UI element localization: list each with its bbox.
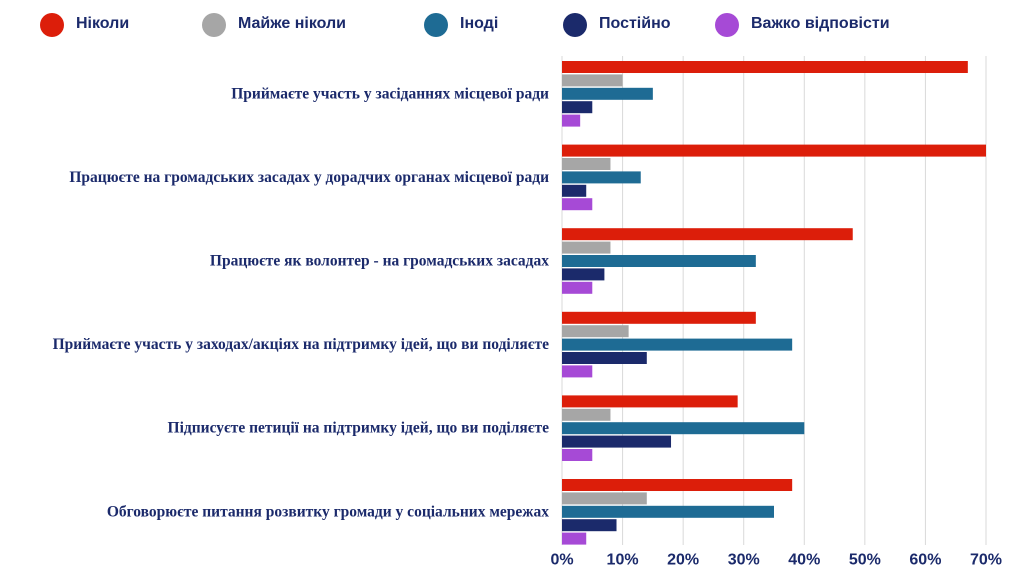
legend-swatch-hard-to-say <box>715 13 739 37</box>
legend-swatch-almost-never <box>202 13 226 37</box>
legend-label-always: Постійно <box>599 15 671 32</box>
bar-0-2 <box>562 87 653 100</box>
bar-3-3 <box>562 352 647 364</box>
x-tick-label-0: 0% <box>550 552 573 569</box>
bar-1-3 <box>562 184 587 197</box>
x-tick-label-2: 20% <box>667 552 699 569</box>
bar-3-4 <box>562 365 593 378</box>
bar-0-0 <box>562 61 968 73</box>
bar-2-4 <box>562 281 593 294</box>
x-tick-label-4: 40% <box>788 552 820 569</box>
bar-5-2 <box>562 505 774 518</box>
bar-2-2 <box>562 255 756 267</box>
bar-3-2 <box>562 338 793 351</box>
legend-label-almost-never: Майже ніколи <box>238 15 347 32</box>
legend-label-never: Ніколи <box>76 15 130 32</box>
x-tick-label-3: 30% <box>728 552 760 569</box>
bar-4-0 <box>562 395 738 408</box>
legend-swatch-never <box>40 13 64 37</box>
legend-label-sometimes: Іноді <box>460 15 499 32</box>
bar-5-3 <box>562 519 617 532</box>
bar-0-4 <box>562 114 581 127</box>
bar-5-4 <box>562 532 587 545</box>
bar-4-1 <box>562 408 611 421</box>
bar-5-1 <box>562 492 647 505</box>
bar-1-2 <box>562 171 641 184</box>
bar-2-1 <box>562 241 611 254</box>
category-label-1: Працюєте на громадських засадах у дорадч… <box>69 169 549 186</box>
category-label-2: Працюєте як волонтер - на громадських за… <box>210 253 549 270</box>
bar-3-0 <box>562 311 756 324</box>
category-label-3: Приймаєте участь у заходах/акціях на під… <box>53 336 550 353</box>
bar-1-1 <box>562 158 611 170</box>
category-label-4: Підписуєте петиції на підтримку ідей, що… <box>168 420 550 437</box>
bar-2-0 <box>562 228 853 241</box>
legend-swatch-always <box>563 13 587 37</box>
bar-1-0 <box>562 144 986 157</box>
category-label-0: Приймаєте участь у засіданнях місцевої р… <box>231 85 549 102</box>
x-tick-label-1: 10% <box>607 552 639 569</box>
x-tick-label-6: 60% <box>909 552 941 569</box>
bar-0-3 <box>562 101 593 114</box>
bar-4-4 <box>562 449 593 461</box>
bar-3-1 <box>562 325 629 338</box>
bar-4-3 <box>562 435 672 448</box>
bar-5-0 <box>562 479 793 491</box>
legend-label-hard-to-say: Важко відповісти <box>751 15 890 32</box>
bar-2-3 <box>562 268 605 281</box>
chart-legend: Ніколи Майже ніколи Іноді Постійно Важко… <box>0 0 1009 50</box>
x-tick-label-5: 50% <box>849 552 881 569</box>
bar-1-4 <box>562 198 593 211</box>
legend-swatch-sometimes <box>424 13 448 37</box>
category-label-5: Обговорюєте питання розвитку громади у с… <box>107 503 549 520</box>
bar-4-2 <box>562 422 805 435</box>
bar-0-1 <box>562 74 623 87</box>
x-tick-label-7: 70% <box>970 552 1002 569</box>
